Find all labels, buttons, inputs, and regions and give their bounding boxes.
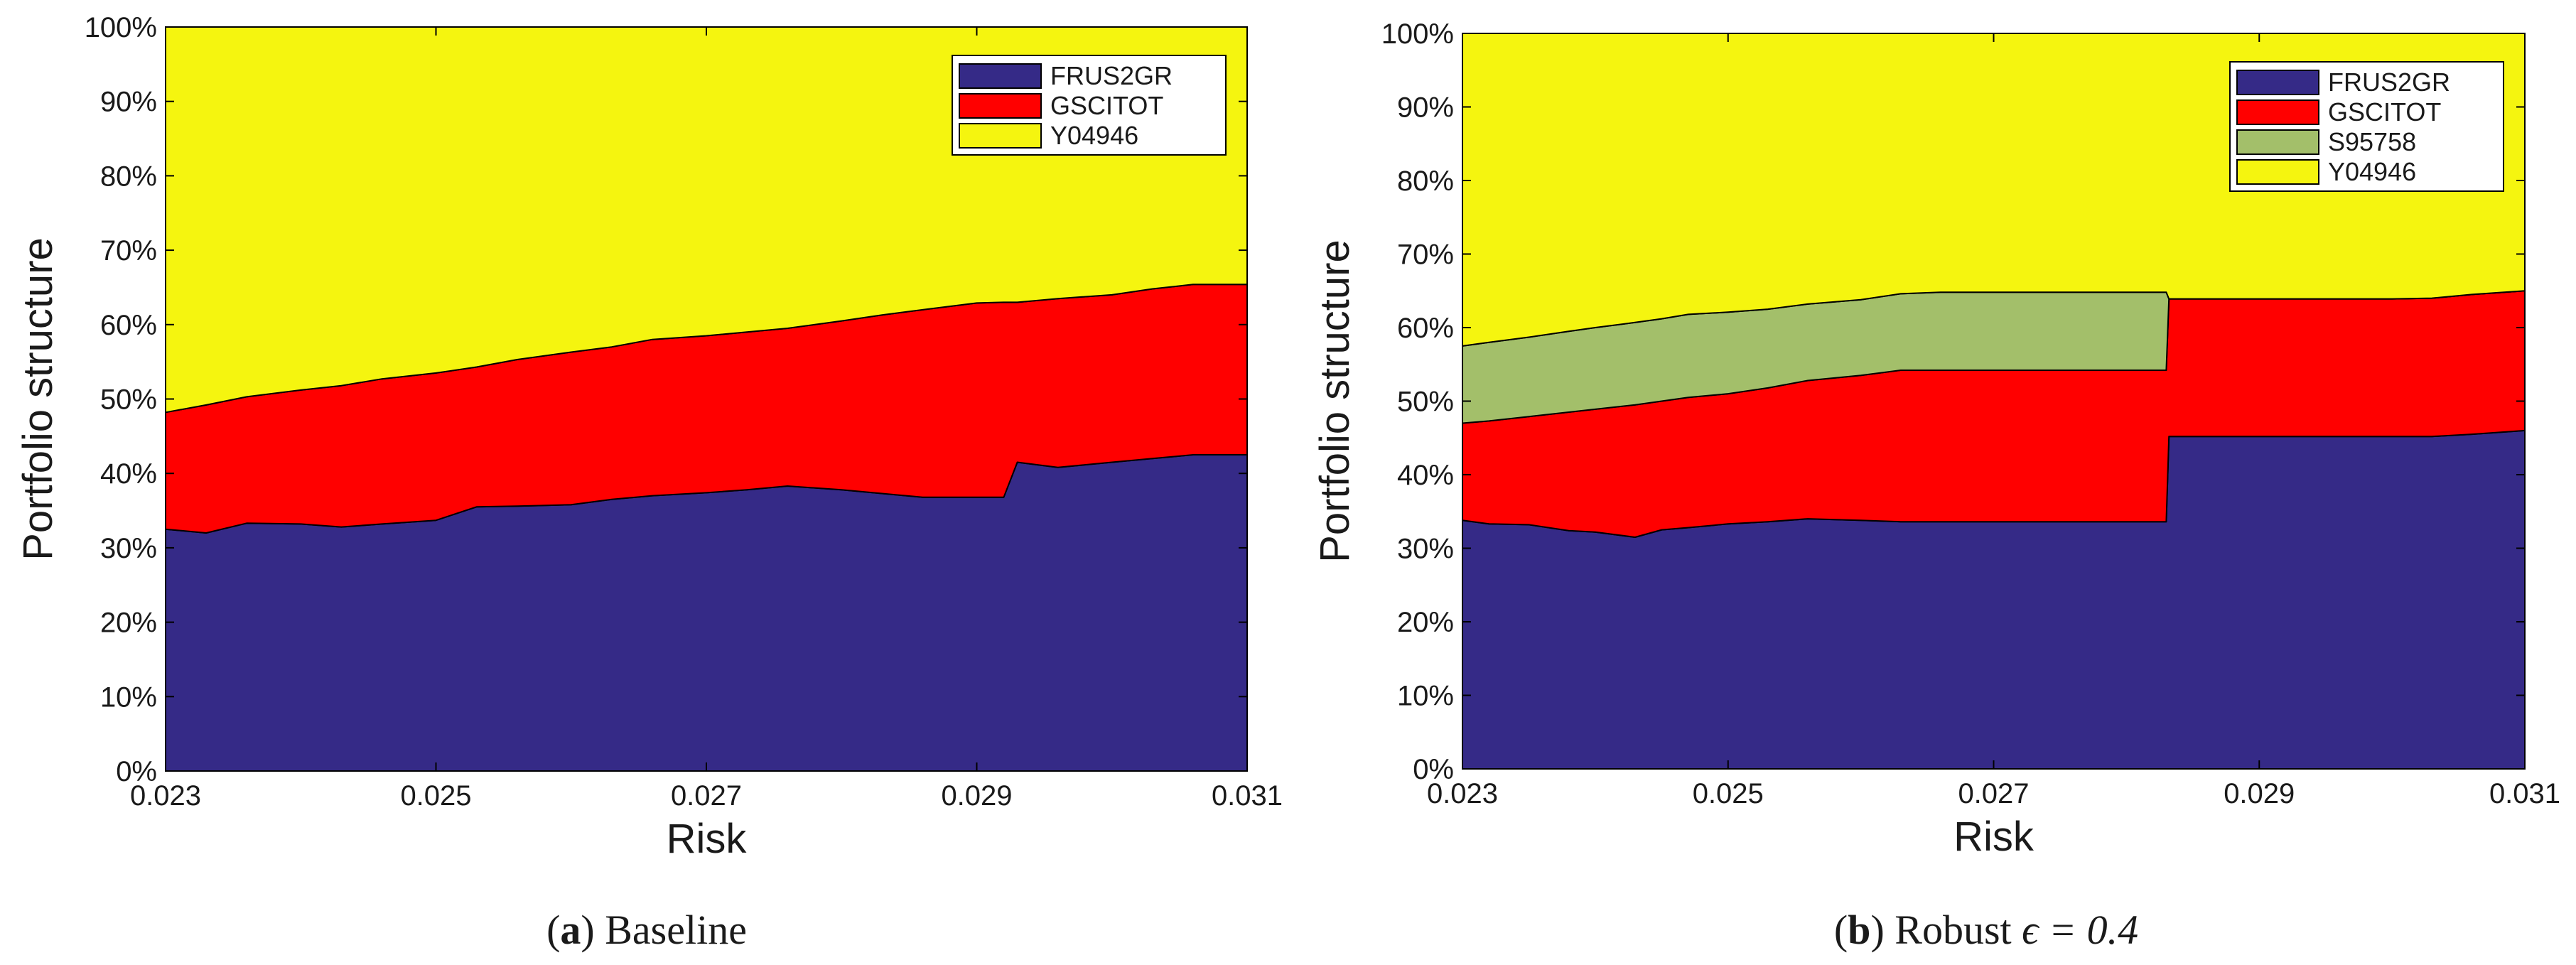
y-tick-label: 40% xyxy=(100,458,157,490)
caption-close: ) xyxy=(581,907,605,953)
caption-text: Baseline xyxy=(605,907,747,953)
caption-text: Robust xyxy=(1895,907,2011,953)
y-tick-label: 60% xyxy=(100,310,157,341)
legend-label-y04946: Y04946 xyxy=(2328,157,2416,186)
x-tick-label: 0.029 xyxy=(941,780,1012,812)
legend-label-frus2gr: FRUS2GR xyxy=(2328,68,2450,97)
chart-2: 0% 10% 20% 30% 40% 50% 60% 70% 80% 90% 100% 0.023 0.… xyxy=(1312,18,2560,953)
x-tick-label: 0.023 xyxy=(130,780,201,812)
y-tick-label: 90% xyxy=(1397,92,1454,124)
y-tick-label: 30% xyxy=(1397,534,1454,565)
y-tick-label: 10% xyxy=(1397,681,1454,712)
caption-close: ) xyxy=(1870,907,1895,953)
x-tick-label: 0.023 xyxy=(1427,778,1498,809)
y-tick-label: 20% xyxy=(1397,607,1454,638)
caption-label: a xyxy=(560,907,581,953)
legend-label-gscitot: GSCITOT xyxy=(2328,97,2441,126)
y-tick-label: 20% xyxy=(100,608,157,639)
legend-label-frus2gr: FRUS2GR xyxy=(1050,61,1173,90)
legend-swatch-frus2gr xyxy=(2236,70,2319,95)
x-tick-label: 0.031 xyxy=(2489,778,2560,809)
y-tick-label: 70% xyxy=(100,235,157,266)
y-tick-label: 0% xyxy=(116,756,157,787)
x-tick-label: 0.025 xyxy=(1693,778,1764,809)
x-axis-label: Risk xyxy=(667,816,748,862)
legend-swatch-s95758 xyxy=(2236,129,2319,155)
y-tick-label: 100% xyxy=(1381,18,1454,50)
x-tick-label: 0.027 xyxy=(1958,778,2029,809)
caption-open: ( xyxy=(1834,907,1848,953)
y-tick-label: 50% xyxy=(100,384,157,416)
y-axis-label: Portfolio structure xyxy=(15,237,61,561)
legend-swatch-gscitot xyxy=(959,93,1042,119)
y-tick-label: 90% xyxy=(100,87,157,118)
y-tick-label: 0% xyxy=(1413,754,1454,785)
y-tick-label: 10% xyxy=(100,681,157,713)
y-tick-label: 70% xyxy=(1397,239,1454,271)
caption: (a) Baseline xyxy=(546,907,747,953)
legend-swatch-gscitot xyxy=(2236,99,2319,125)
caption-open: ( xyxy=(546,907,560,953)
legend-swatch-y04946 xyxy=(2236,159,2319,185)
y-axis-label: Portfolio structure xyxy=(1312,239,1358,563)
x-tick-label: 0.025 xyxy=(400,780,471,812)
legend-label-y04946: Y04946 xyxy=(1050,121,1138,150)
legend-swatch-y04946 xyxy=(959,123,1042,149)
x-tick-label: 0.029 xyxy=(2224,778,2295,809)
caption-label: b xyxy=(1848,907,1870,953)
y-tick-label: 80% xyxy=(100,161,157,192)
legend-label-gscitot: GSCITOT xyxy=(1050,91,1163,120)
y-tick-label: 60% xyxy=(1397,313,1454,344)
y-tick-label: 50% xyxy=(1397,387,1454,418)
y-tick-label: 30% xyxy=(100,533,157,564)
legend-label-s95758: S95758 xyxy=(2328,127,2416,156)
x-tick-label: 0.027 xyxy=(671,780,742,812)
caption-math: ϵ = 0.4 xyxy=(2012,907,2139,953)
x-axis-label: Risk xyxy=(1953,814,2035,860)
y-tick-label: 40% xyxy=(1397,460,1454,491)
chart-1: 0% 10% 20% 30% 40% 50% 60% 70% 80% 90% 100% 0.023 0.… xyxy=(15,12,1283,953)
x-tick-label: 0.031 xyxy=(1212,780,1283,812)
y-tick-label: 80% xyxy=(1397,166,1454,197)
y-tick-label: 100% xyxy=(85,12,157,43)
caption: (b) Robust ϵ = 0.4 xyxy=(1834,907,2138,953)
legend-swatch-frus2gr xyxy=(959,63,1042,89)
